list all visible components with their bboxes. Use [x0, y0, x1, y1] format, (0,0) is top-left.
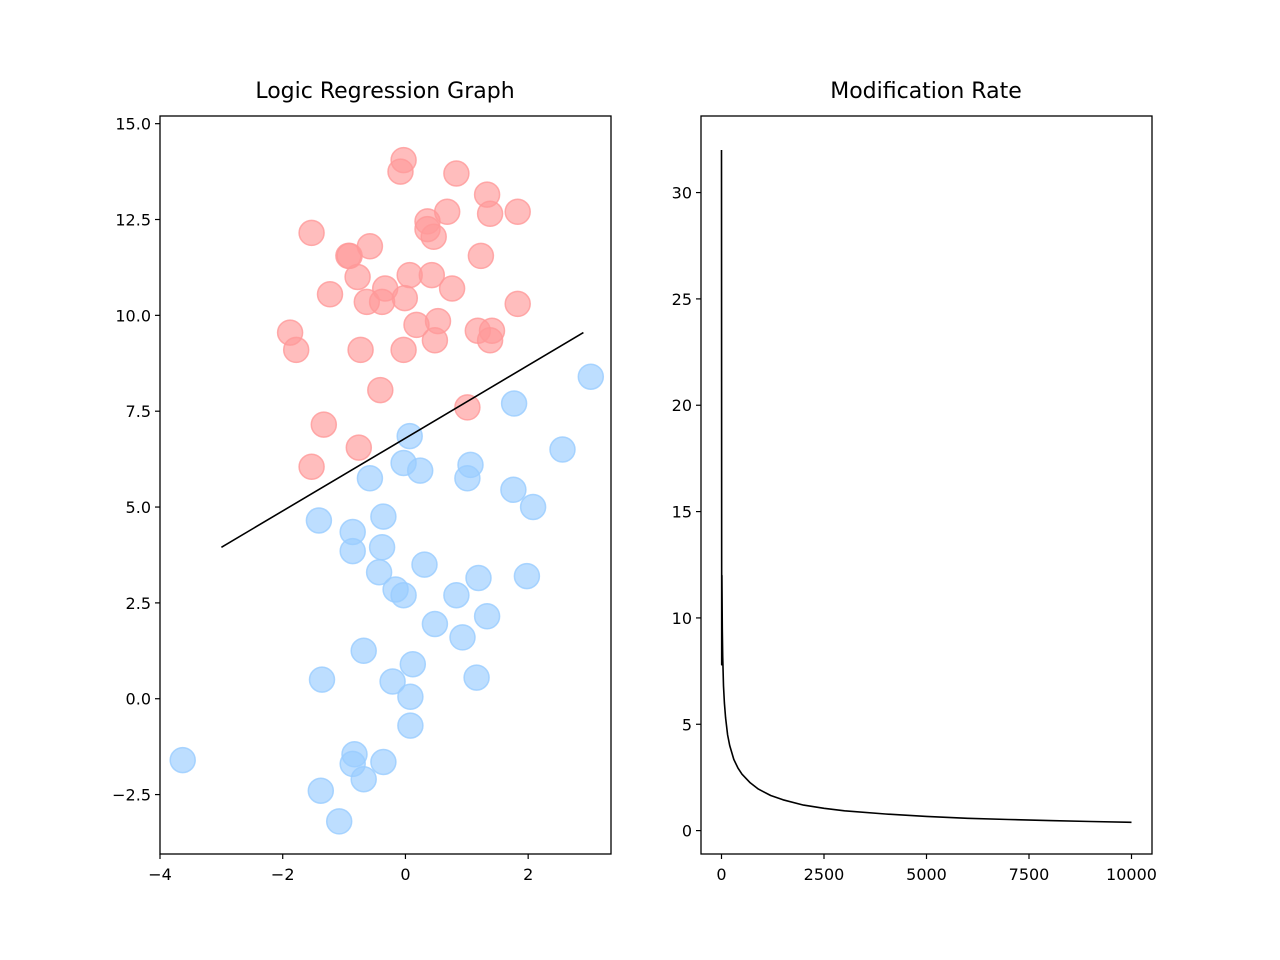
scatter-point-series-1	[513, 562, 541, 590]
modification-rate-line	[720, 149, 1132, 824]
scatter-point-series-0	[504, 290, 531, 318]
y-tick-label: 25	[672, 290, 692, 309]
scatter-point-series-1	[356, 465, 384, 492]
y-tick-label: 7.5	[126, 402, 151, 421]
y-tick-label: 15.0	[115, 115, 151, 134]
scatter-point-series-0	[367, 376, 394, 404]
scatter-point-series-0	[403, 311, 430, 339]
scatter-point-series-0	[476, 327, 504, 354]
scatter-point-series-1	[443, 581, 470, 609]
scatter-point-series-1	[519, 493, 547, 521]
scatter-point-series-0	[316, 281, 344, 308]
scatter-point-series-1	[397, 683, 424, 711]
scatter-point-series-1	[473, 603, 501, 630]
scatter-point-series-1	[305, 507, 333, 534]
scatter-point-series-0	[396, 261, 423, 289]
scatter-point-series-0	[504, 198, 531, 226]
regression-x-axis: −4 −2 0 2	[148, 854, 533, 884]
x-tick-label: 5000	[906, 865, 947, 884]
y-tick-label: 2.5	[126, 594, 151, 613]
scatter-point-series-1	[365, 558, 393, 586]
scatter-point-series-1	[411, 551, 438, 578]
y-tick-label: 12.5	[115, 211, 151, 230]
scatter-point-series-0	[347, 336, 374, 364]
scatter-point-series-0	[368, 288, 396, 316]
scatter-point-series-1	[449, 624, 476, 651]
x-tick-label: −2	[271, 865, 295, 884]
scatter-point-series-1	[397, 712, 424, 739]
scatter-point-series-1	[339, 537, 366, 565]
y-tick-label: 30	[672, 184, 692, 203]
scatter-point-series-0	[420, 223, 447, 251]
modification-rate-title: Modification Rate	[830, 79, 1022, 104]
y-tick-label: 0	[682, 822, 692, 841]
scatter-point-series-0	[345, 434, 373, 461]
y-tick-label: 0.0	[126, 690, 151, 709]
scatter-point-series-1	[379, 668, 406, 695]
y-tick-label: 10.0	[115, 306, 151, 325]
regression-marks	[169, 146, 605, 835]
x-tick-label: 0	[716, 865, 726, 884]
scatter-point-series-0	[421, 327, 449, 354]
modification-rate-marks	[720, 149, 1132, 824]
modification-rate-y-axis: 0 5 10 15 20 25 30	[672, 184, 701, 841]
x-tick-label: 0	[400, 865, 410, 884]
y-tick-label: 5.0	[126, 498, 151, 517]
scatter-point-series-1	[307, 777, 335, 804]
y-tick-label: 20	[672, 396, 692, 415]
x-tick-label: 10000	[1106, 865, 1157, 884]
scatter-point-series-0	[298, 453, 325, 481]
scatter-point-series-1	[325, 808, 353, 835]
scatter-point-series-1	[370, 748, 397, 776]
scatter-point-series-1	[169, 746, 196, 774]
scatter-point-series-1	[549, 436, 576, 463]
scatter-point-series-0	[282, 336, 310, 364]
x-tick-label: 7500	[1009, 865, 1050, 884]
y-tick-label: 5	[682, 715, 692, 734]
x-tick-label: −4	[148, 865, 172, 884]
y-tick-label: 10	[672, 609, 692, 628]
regression-title: Logic Regression Graph	[255, 79, 514, 104]
scatter-point-series-0	[310, 411, 338, 438]
scatter-point-series-1	[463, 664, 490, 691]
scatter-point-series-1	[350, 637, 377, 665]
scatter-point-series-1	[370, 503, 397, 530]
scatter-point-series-1	[350, 765, 377, 793]
regression-subplot: Logic Regression Graph −4 −2 0 2 −2.5 0.0 2.5…	[112, 79, 612, 884]
x-tick-label: 2500	[804, 865, 845, 884]
regression-y-axis: −2.5 0.0 2.5 5.0 7.5 10.0 12.5 15.0	[112, 115, 160, 805]
scatter-point-series-1	[465, 564, 492, 592]
decision-boundary-line	[220, 331, 584, 548]
scatter-point-series-1	[406, 457, 434, 484]
y-tick-label: 15	[672, 503, 692, 522]
scatter-point-series-0	[476, 200, 504, 228]
scatter-point-series-0	[467, 242, 495, 270]
scatter-point-series-1	[421, 610, 449, 638]
scatter-point-series-1	[399, 650, 427, 678]
scatter-point-series-0	[418, 261, 446, 289]
x-tick-label: 2	[523, 865, 533, 884]
regression-axes-frame	[159, 115, 612, 855]
scatter-point-series-0	[391, 284, 419, 312]
scatter-point-series-0	[387, 158, 414, 185]
scatter-point-series-1	[308, 666, 336, 693]
scatter-point-series-0	[438, 275, 466, 302]
scatter-point-series-1	[368, 534, 396, 561]
scatter-point-series-1	[500, 476, 527, 504]
scatter-point-series-1	[577, 363, 605, 390]
modification-rate-x-axis: 0 2500 5000 7500 10000	[716, 854, 1157, 884]
scatter-point-series-1	[454, 465, 481, 492]
scatter-point-series-0	[390, 336, 417, 364]
scatter-point-series-0	[454, 394, 481, 421]
scatter-point-series-0	[344, 263, 371, 291]
scatter-point-series-0	[443, 160, 470, 187]
scatter-point-series-1	[500, 390, 528, 417]
scatter-point-series-0	[298, 219, 325, 247]
y-tick-label: −2.5	[112, 786, 151, 805]
scatter-point-series-1	[390, 581, 417, 609]
modification-rate-subplot: Modification Rate 0 2500 5000 7500 10000 0 5 1…	[672, 79, 1157, 884]
